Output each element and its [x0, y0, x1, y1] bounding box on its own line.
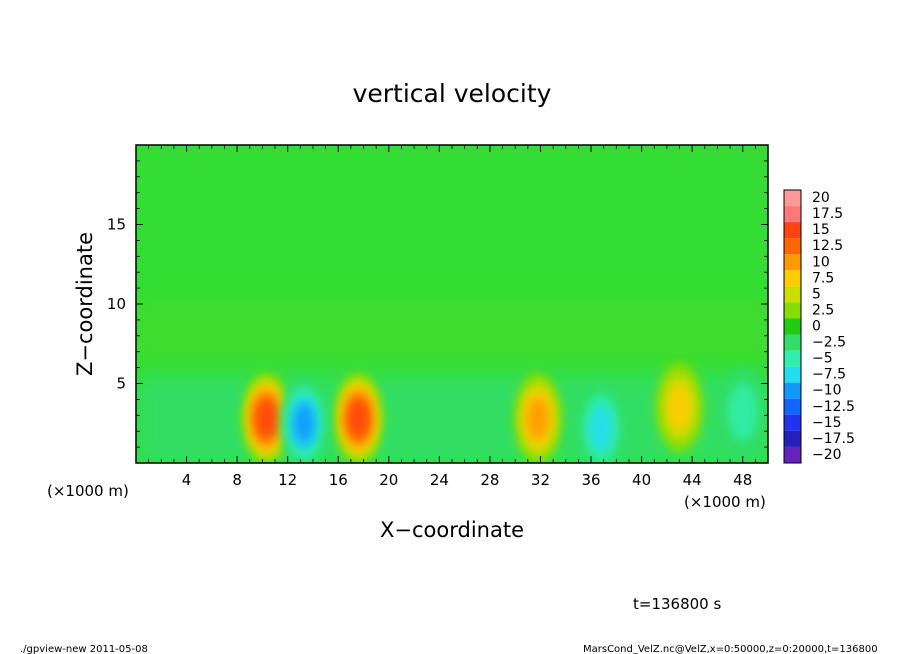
x-tick-label: 16	[329, 471, 348, 489]
colorbar-swatch	[784, 414, 801, 431]
colorbar-swatch	[784, 302, 801, 319]
colorbar-swatch	[784, 222, 801, 239]
x-tick-label: 20	[379, 471, 398, 489]
colorbar-frame	[783, 189, 802, 464]
updraft-cell	[349, 400, 368, 437]
colorbar-label: −12.5	[812, 399, 855, 415]
chart-title: vertical velocity	[353, 79, 552, 108]
y-axis: 5 10 15	[107, 160, 768, 448]
colorbar-label: −10	[812, 383, 842, 399]
y-tick-label: 10	[107, 295, 126, 313]
colorbar-label: 17.5	[812, 206, 843, 222]
y-tick-label: 5	[116, 375, 126, 393]
x-tick-label: 8	[232, 471, 242, 489]
colorbar-swatch	[784, 270, 801, 287]
y-tick-label: 15	[107, 216, 126, 234]
colorbar-swatch	[784, 350, 801, 367]
colorbar-label: −20	[812, 447, 842, 463]
colorbar-label: 2.5	[812, 302, 834, 318]
x-tick-label: 4	[182, 471, 192, 489]
colorbar-swatch	[784, 398, 801, 415]
footer-left: ./gpview-new 2011-05-08	[20, 644, 148, 654]
colorbar-label: 5	[812, 286, 821, 302]
colorbar-label: 20	[812, 190, 830, 206]
mid-level-texture	[136, 300, 768, 360]
x-tick-label: 40	[632, 471, 651, 489]
colorbar-swatch	[784, 254, 801, 271]
colorbar-label: −2.5	[812, 335, 846, 351]
x-unit-left: (×1000 m)	[47, 482, 129, 500]
colorbar-label: −17.5	[812, 431, 855, 447]
x-tick-label: 48	[733, 471, 752, 489]
y-axis-label: Z−coordinate	[73, 232, 97, 376]
colorbar-label: 12.5	[812, 238, 843, 254]
plot-area	[135, 144, 769, 464]
colorbar-label: 15	[812, 222, 830, 238]
downdraft-cell	[293, 402, 315, 444]
colorbar-label: 10	[812, 254, 830, 270]
x-tick-label: 44	[683, 471, 702, 489]
colorbar-swatch	[784, 286, 801, 303]
x-unit-right: (×1000 m)	[684, 493, 766, 511]
colorbar-swatch	[784, 238, 801, 255]
colorbar-label: −5	[812, 351, 833, 367]
x-tick-label: 24	[430, 471, 449, 489]
colorbar-swatch	[784, 334, 801, 351]
x-axis-label: X−coordinate	[380, 518, 524, 542]
footer-right: MarsCond_VelZ.nc@VelZ,x=0:50000,z=0:2000…	[583, 644, 878, 654]
updraft-cell	[257, 400, 276, 437]
x-tick-label: 32	[531, 471, 550, 489]
updraft-cell	[667, 384, 692, 431]
x-tick-label: 28	[480, 471, 499, 489]
colorbar-label: −15	[812, 415, 842, 431]
colorbar-swatch	[784, 366, 801, 383]
updraft-cell	[527, 397, 549, 439]
colorbar-swatch	[784, 430, 801, 447]
downdraft-cell	[727, 383, 758, 442]
x-tick-label: 12	[278, 471, 297, 489]
colorbar-swatch	[784, 318, 801, 335]
colorbar-swatch	[784, 190, 801, 207]
time-label: t=136800 s	[633, 595, 721, 613]
x-axis: 4 8 12 16 20 24 28 32 36 40 44 48	[148, 145, 756, 489]
colorbar-label: 0	[812, 319, 821, 335]
velocity-features	[242, 361, 767, 463]
colorbar-label: −7.5	[812, 367, 846, 383]
colorbar-swatch	[784, 206, 801, 223]
downdraft-cell	[589, 404, 614, 452]
colorbar: 2017.51512.5107.552.50−2.5−5−7.5−10−12.5…	[783, 189, 855, 464]
x-tick-label: 36	[581, 471, 600, 489]
colorbar-swatch	[784, 446, 801, 463]
colorbar-swatch	[784, 382, 801, 399]
colorbar-label: 7.5	[812, 270, 834, 286]
